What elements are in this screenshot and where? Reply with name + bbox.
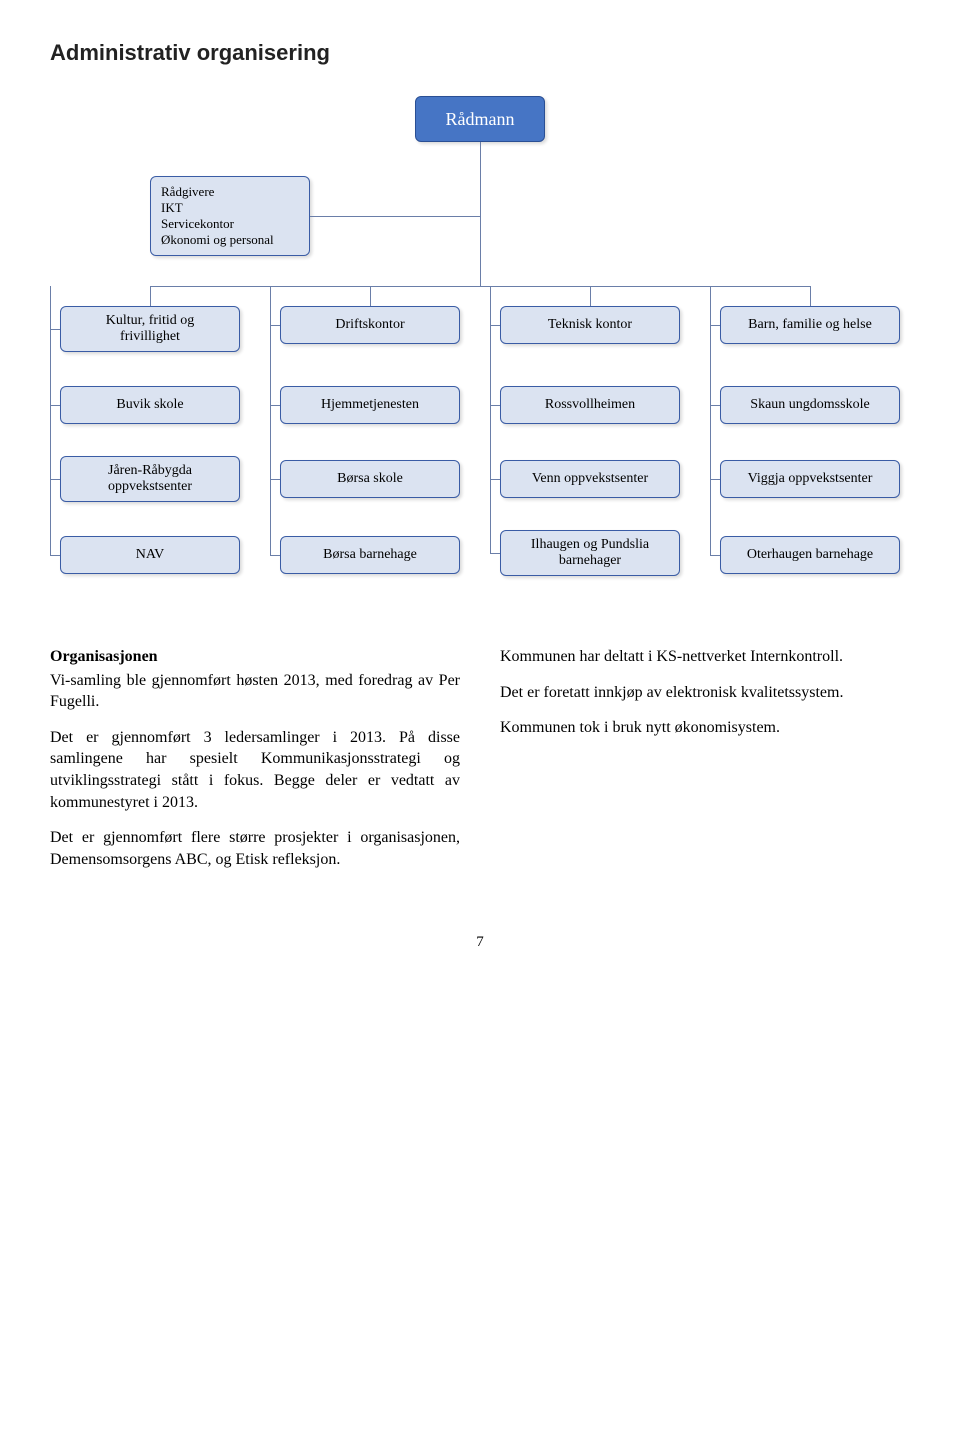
org-connector	[270, 405, 280, 406]
org-connector	[490, 479, 500, 480]
org-connector	[710, 405, 720, 406]
org-connector	[370, 286, 371, 306]
body-text: Organisasjonen Vi-samling ble gjennomfør…	[50, 646, 910, 884]
org-connector	[50, 479, 60, 480]
org-connector	[480, 142, 481, 286]
org-connector	[490, 405, 500, 406]
org-node: Skaun ungdomsskole	[720, 386, 900, 424]
org-node: Rådgivere IKT Servicekontor Økonomi og p…	[150, 176, 310, 256]
org-connector	[270, 555, 280, 556]
org-node: Venn oppvekstsenter	[500, 460, 680, 498]
org-connector	[50, 286, 51, 555]
org-connector	[590, 286, 591, 306]
org-node: Rossvollheimen	[500, 386, 680, 424]
org-node: Buvik skole	[60, 386, 240, 424]
org-connector	[490, 325, 500, 326]
org-node: Børsa barnehage	[280, 536, 460, 574]
org-connector	[490, 553, 500, 554]
org-node: NAV	[60, 536, 240, 574]
org-node: Børsa skole	[280, 460, 460, 498]
org-node-root: Rådmann	[415, 96, 545, 142]
org-chart: Rådmann Rådgivere IKT Servicekontor Økono…	[50, 96, 910, 596]
org-connector	[270, 286, 271, 555]
left-column: Organisasjonen Vi-samling ble gjennomfør…	[50, 646, 460, 884]
org-connector	[50, 329, 60, 330]
org-connector	[710, 286, 711, 555]
right-column: Kommunen har deltatt i KS-nettverket Int…	[500, 646, 910, 884]
paragraph: Det er foretatt innkjøp av elektronisk k…	[500, 682, 910, 704]
page-number: 7	[50, 934, 910, 951]
paragraph: Vi-samling ble gjennomført høsten 2013, …	[50, 670, 460, 713]
org-connector	[710, 479, 720, 480]
org-connector	[270, 479, 280, 480]
paragraph: Det er gjennomført 3 ledersamlinger i 20…	[50, 727, 460, 813]
org-connector	[490, 286, 491, 553]
org-node: Driftskontor	[280, 306, 460, 344]
org-node: Jåren-Råbygda oppvekstsenter	[60, 456, 240, 502]
section-heading: Organisasjonen	[50, 646, 460, 668]
org-connector	[150, 286, 151, 306]
org-connector	[710, 325, 720, 326]
org-node: Viggja oppvekstsenter	[720, 460, 900, 498]
org-node: Barn, familie og helse	[720, 306, 900, 344]
org-node: Hjemmetjenesten	[280, 386, 460, 424]
paragraph: Kommunen har deltatt i KS-nettverket Int…	[500, 646, 910, 668]
org-connector	[810, 286, 811, 306]
org-node: Ilhaugen og Pundslia barnehager	[500, 530, 680, 576]
org-node: Kultur, fritid og frivillighet	[60, 306, 240, 352]
org-node: Oterhaugen barnehage	[720, 536, 900, 574]
paragraph: Det er gjennomført flere større prosjekt…	[50, 827, 460, 870]
org-connector	[310, 216, 480, 217]
org-connector	[50, 405, 60, 406]
org-node: Teknisk kontor	[500, 306, 680, 344]
org-connector	[150, 286, 810, 287]
org-connector	[270, 325, 280, 326]
org-connector	[50, 555, 60, 556]
org-connector	[710, 555, 720, 556]
page-title: Administrativ organisering	[50, 40, 910, 66]
paragraph: Kommunen tok i bruk nytt økonomisystem.	[500, 717, 910, 739]
